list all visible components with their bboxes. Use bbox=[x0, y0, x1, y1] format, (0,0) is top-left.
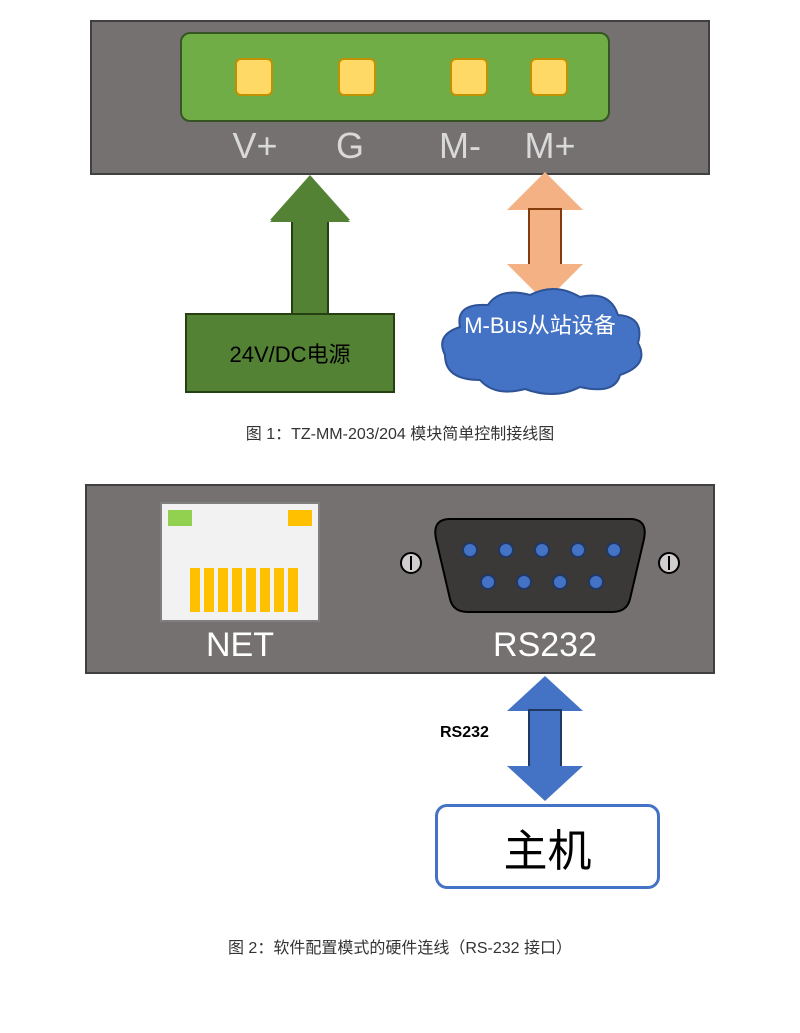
terminal-pin bbox=[338, 58, 376, 96]
screw-icon bbox=[400, 552, 422, 574]
rj45-pin-icon bbox=[232, 568, 242, 612]
rj45-pin-icon bbox=[246, 568, 256, 612]
rs232-arrow-label: RS232 bbox=[440, 724, 489, 742]
power-supply-box: 24V/DC电源 bbox=[185, 313, 395, 393]
mbus-cloud-label: M-Bus从站设备 bbox=[460, 312, 620, 341]
db9-pin-icon bbox=[498, 542, 514, 558]
rj45-led-icon bbox=[288, 510, 312, 526]
power-supply-label: 24V/DC电源 bbox=[229, 337, 350, 369]
figure-1-diagram: V+ G M- M+ 24V/DC电源 M-Bus从站设备 bbox=[50, 20, 750, 400]
db9-pin-icon bbox=[480, 574, 496, 590]
db9-pin-icon bbox=[462, 542, 478, 558]
terminal-pin bbox=[235, 58, 273, 96]
host-box: 主机 bbox=[435, 804, 660, 889]
rj45-pin-icon bbox=[204, 568, 214, 612]
rs232-arrow-icon bbox=[510, 676, 580, 801]
rj45-pin-icon bbox=[190, 568, 200, 612]
net-port-label: NET bbox=[180, 626, 300, 665]
figure-2-caption: 图 2：软件配置模式的硬件连线（RS-232 接口） bbox=[50, 934, 750, 958]
rj45-port-icon bbox=[160, 502, 320, 622]
rj45-pin-icon bbox=[274, 568, 284, 612]
db9-pin-icon bbox=[570, 542, 586, 558]
figure-1-caption: 图 1：TZ-MM-203/204 模块简单控制接线图 bbox=[50, 420, 750, 444]
db9-port-icon bbox=[400, 514, 680, 614]
db9-pin-icon bbox=[516, 574, 532, 590]
power-arrow-icon bbox=[275, 175, 345, 315]
terminal-label: M+ bbox=[510, 125, 590, 167]
mbus-arrow-icon bbox=[510, 172, 580, 302]
figure-2-diagram: NET RS232 RS232 主机 bbox=[50, 484, 750, 914]
rj45-pin-icon bbox=[260, 568, 270, 612]
terminal-label: G bbox=[320, 125, 380, 167]
mbus-cloud-icon bbox=[430, 285, 650, 400]
host-label: 主机 bbox=[504, 815, 592, 879]
rs232-port-label: RS232 bbox=[475, 626, 615, 665]
terminal-pin bbox=[530, 58, 568, 96]
screw-icon bbox=[658, 552, 680, 574]
db9-pin-icon bbox=[588, 574, 604, 590]
rj45-pin-icon bbox=[218, 568, 228, 612]
db9-pin-icon bbox=[606, 542, 622, 558]
terminal-label: V+ bbox=[215, 125, 295, 167]
db9-pin-icon bbox=[534, 542, 550, 558]
db9-pin-icon bbox=[552, 574, 568, 590]
rj45-pin-icon bbox=[288, 568, 298, 612]
terminal-pin bbox=[450, 58, 488, 96]
rj45-led-icon bbox=[168, 510, 192, 526]
terminal-label: M- bbox=[425, 125, 495, 167]
